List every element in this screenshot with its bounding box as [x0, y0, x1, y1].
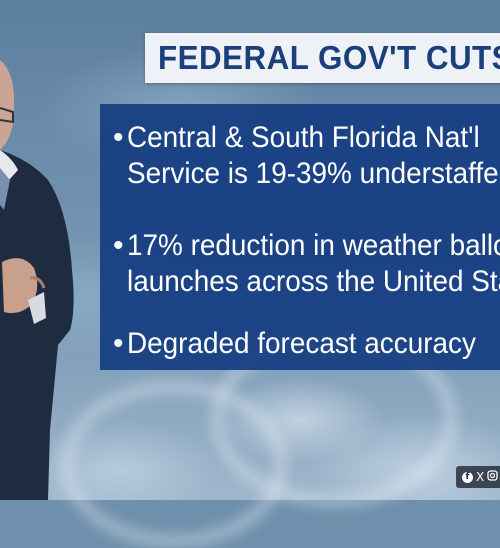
bullet-marker: • [113, 229, 124, 262]
bullet-item: • 17% reduction in weather balloon launc… [113, 228, 500, 300]
bullet-item: • Degraded forecast accuracy [113, 326, 500, 362]
bullet-line: Central & South Florida Nat'l [127, 121, 480, 154]
bullet-item: • Central & South Florida Nat'l Service … [113, 120, 500, 192]
bullet-line: Service is 19-39% understaffed [127, 157, 500, 190]
bullet-text: Central & South Florida Nat'l Service is… [127, 120, 500, 192]
bullet-text: 17% reduction in weather balloon launche… [127, 228, 500, 300]
headline-title: FEDERAL GOV'T CUTS [158, 39, 500, 76]
instagram-icon [487, 470, 498, 484]
bullet-text: Degraded forecast accuracy [127, 326, 476, 362]
headline-banner: FEDERAL GOV'T CUTS [145, 33, 500, 83]
bullet-marker: • [113, 327, 124, 360]
bullet-marker: • [113, 121, 124, 154]
social-handles-badge: f X [456, 466, 500, 488]
bullet-line: Degraded forecast accuracy [127, 327, 476, 360]
x-icon: X [476, 470, 485, 484]
facebook-icon: f [462, 471, 473, 483]
bullet-panel: • Central & South Florida Nat'l Service … [100, 104, 500, 370]
bullet-line: 17% reduction in weather balloon [127, 229, 500, 262]
bullet-line: launches across the United States [127, 265, 500, 298]
presenter-figure [0, 60, 74, 500]
